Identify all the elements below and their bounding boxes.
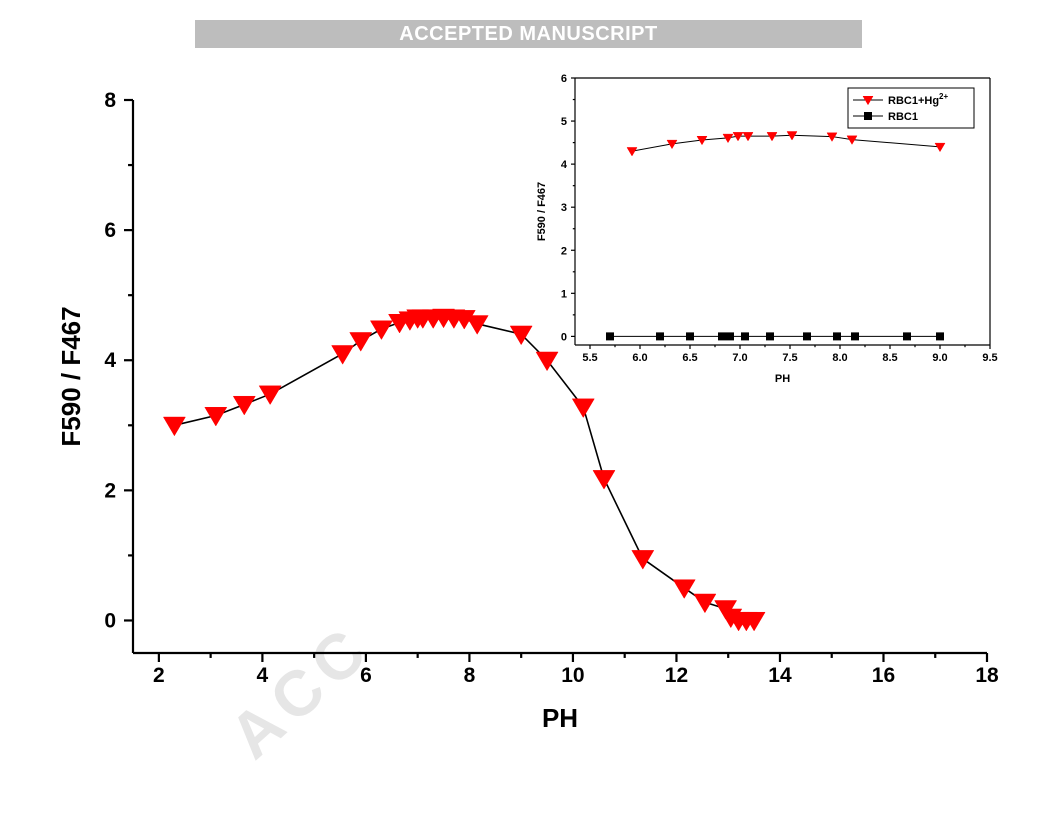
inset-x-tick-label: 5.5 bbox=[582, 352, 597, 364]
inset-x-tick-label: 9.5 bbox=[982, 352, 997, 364]
inset-data-point bbox=[741, 332, 749, 341]
inset-data-point bbox=[686, 332, 694, 341]
inset-x-tick-label: 9.0 bbox=[932, 352, 947, 364]
main-y-tick-label: 6 bbox=[104, 219, 116, 242]
inset-data-point bbox=[846, 135, 858, 145]
inset-data-point bbox=[732, 132, 744, 142]
main-data-point bbox=[331, 345, 355, 365]
main-data-point bbox=[571, 398, 595, 419]
main-x-tick-label: 2 bbox=[153, 664, 165, 687]
inset-x-tick-label: 7.5 bbox=[782, 352, 797, 364]
main-series-line-0 bbox=[174, 316, 755, 622]
inset-data-point bbox=[742, 132, 754, 142]
main-data-point bbox=[465, 315, 489, 335]
inset-legend: RBC1+Hg2+ RBC1 bbox=[847, 87, 975, 129]
inset-data-point bbox=[606, 332, 614, 341]
inset-data-point bbox=[726, 332, 734, 341]
inset-data-point bbox=[766, 332, 774, 341]
inset-data-point bbox=[666, 139, 678, 150]
inset-data-point bbox=[833, 332, 841, 341]
inset-data-point bbox=[722, 133, 734, 144]
inset-y-tick-label: 5 bbox=[561, 116, 567, 128]
inset-data-point bbox=[696, 136, 708, 146]
main-x-tick-label: 8 bbox=[464, 664, 476, 687]
main-data-point bbox=[509, 325, 533, 346]
main-x-tick-label: 14 bbox=[768, 664, 792, 687]
main-x-tick-label: 6 bbox=[360, 664, 372, 687]
inset-x-tick-label: 7.0 bbox=[732, 352, 747, 364]
inset-data-point bbox=[786, 131, 798, 141]
main-data-point bbox=[693, 593, 717, 614]
inset-y-tick-label: 2 bbox=[561, 245, 567, 257]
main-y-tick-label: 0 bbox=[104, 609, 116, 632]
inset-x-tick-label: 8.5 bbox=[882, 352, 897, 364]
inset-x-tick-label: 8.0 bbox=[832, 352, 847, 364]
main-y-tick-label: 2 bbox=[104, 479, 116, 502]
main-data-point bbox=[631, 550, 655, 570]
main-data-point bbox=[258, 385, 282, 406]
legend-label: RBC1+Hg2+ bbox=[888, 92, 948, 107]
main-x-tick-label: 16 bbox=[872, 664, 895, 687]
accepted-manuscript-banner: ACCEPTED MANUSCRIPT bbox=[195, 20, 862, 48]
main-y-tick-label: 8 bbox=[104, 89, 116, 112]
inset-data-point bbox=[826, 132, 838, 142]
inset-x-tick-label: 6.0 bbox=[632, 352, 647, 364]
main-data-point bbox=[349, 332, 373, 352]
inset-x-tick-label: 6.5 bbox=[682, 352, 697, 364]
inset-data-point bbox=[934, 142, 946, 153]
main-data-point bbox=[742, 611, 766, 632]
inset-y-tick-label: 3 bbox=[561, 202, 567, 214]
inset-y-tick-label: 6 bbox=[561, 73, 567, 85]
inset-x-axis-label: PH bbox=[775, 373, 790, 385]
inset-y-tick-label: 0 bbox=[561, 331, 567, 343]
main-data-point bbox=[369, 320, 393, 340]
main-x-tick-label: 4 bbox=[257, 664, 269, 687]
inset-plot: 5.5 6.0 6.5 7.0 7.5 8.0 8.5 9.0 9.5 0 1 2 3 4 5 6 PH F590… bbox=[536, 73, 998, 385]
inset-data-point bbox=[803, 332, 811, 341]
main-data-point bbox=[162, 416, 186, 437]
inset-data-point bbox=[718, 332, 726, 341]
main-x-tick-label: 12 bbox=[665, 664, 688, 687]
inset-data-point bbox=[656, 332, 664, 341]
inset-y-axis-label: F590 / F467 bbox=[536, 182, 548, 241]
legend-marker bbox=[862, 96, 874, 106]
main-x-axis-label: PH bbox=[542, 703, 578, 733]
inset-data-point bbox=[851, 332, 859, 341]
main-data-point bbox=[204, 407, 228, 427]
inset-data-point bbox=[766, 132, 778, 142]
main-y-tick-label: 4 bbox=[104, 349, 116, 372]
main-data-point bbox=[592, 470, 616, 490]
inset-y-tick-label: 4 bbox=[561, 159, 568, 171]
main-data-point bbox=[535, 351, 559, 372]
legend-marker bbox=[864, 112, 872, 120]
inset-data-point bbox=[936, 332, 944, 341]
main-y-axis-label: F590 / F467 bbox=[56, 306, 86, 446]
inset-data-point bbox=[626, 147, 638, 157]
legend-label: RBC1 bbox=[888, 111, 918, 123]
main-x-tick-label: 18 bbox=[975, 664, 999, 687]
main-data-point bbox=[232, 395, 256, 416]
inset-y-tick-label: 1 bbox=[561, 288, 567, 300]
legend-box bbox=[847, 87, 975, 129]
inset-data-point bbox=[903, 332, 911, 341]
main-x-tick-label: 10 bbox=[561, 664, 584, 687]
main-data-point bbox=[672, 579, 696, 599]
